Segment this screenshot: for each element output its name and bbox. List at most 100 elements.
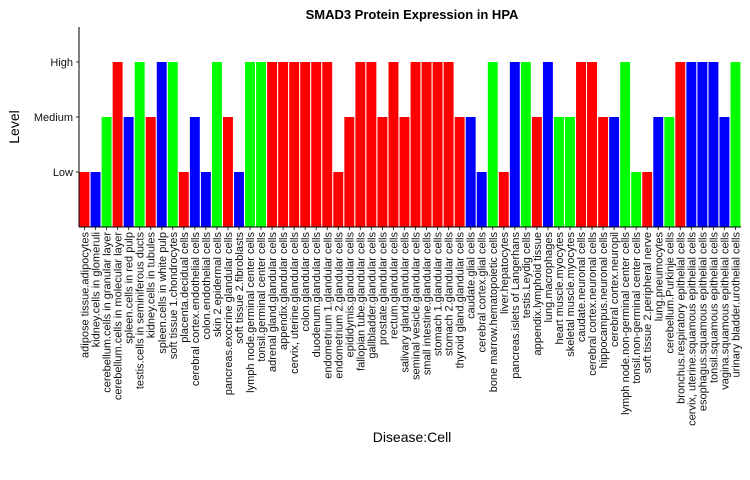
x-tick-label: cerebral cortex.glial cells xyxy=(477,232,489,353)
bar xyxy=(565,117,575,227)
bar xyxy=(542,62,553,227)
bar xyxy=(234,172,244,227)
axes-layer xyxy=(76,27,741,230)
bar xyxy=(531,117,542,227)
x-tick-label: spleen.cells in white pulp xyxy=(157,232,169,354)
bar xyxy=(664,117,675,227)
x-tick-label: small intestine.glandular cells xyxy=(422,232,434,376)
x-tick-label: vagina.squamous epithelial cells xyxy=(719,232,731,390)
bar xyxy=(267,62,278,227)
bar xyxy=(553,117,564,227)
bar xyxy=(399,117,410,227)
bar xyxy=(686,62,697,227)
bar xyxy=(697,62,708,227)
bar xyxy=(278,62,289,227)
x-tick-label: cervix, uterine.squamous epithelial cell… xyxy=(686,232,698,426)
x-tick-label: skin 2.epidermal cells xyxy=(212,232,224,338)
bar xyxy=(410,62,421,227)
bar xyxy=(388,62,399,227)
y-tick-label: Medium xyxy=(34,112,73,124)
bar xyxy=(598,117,609,227)
bar xyxy=(631,172,642,227)
bar xyxy=(421,62,432,227)
x-tick-label: epididymis.glandular cells xyxy=(344,232,356,358)
bar xyxy=(134,62,145,227)
x-tick-label: gallbladder.glandular cells xyxy=(366,232,378,359)
y-axis-title: Level xyxy=(6,110,22,143)
bar xyxy=(300,62,311,227)
bar xyxy=(123,117,134,227)
x-tick-label: soft tissue 2.fibroblasts xyxy=(234,232,246,344)
x-tick-label: bronchus.respiratory epithelial cells xyxy=(675,232,687,404)
bar xyxy=(178,172,189,227)
x-tick-label: liver.hepatocytes xyxy=(499,232,511,314)
x-tick-label: stomach 2.glandular cells xyxy=(444,232,456,357)
x-tick-label: caudate.neuronal cells xyxy=(576,232,588,343)
x-tick-label: duodenum.glandular cells xyxy=(311,232,323,358)
bar xyxy=(189,117,200,227)
bar xyxy=(256,62,267,227)
x-tick-label: tonsil.germinal center cells xyxy=(256,232,268,362)
x-tick-label: lymph node.non-germinal center cells xyxy=(620,232,632,415)
x-tick-label: spleen.cells in red pulp xyxy=(124,232,136,344)
x-tick-label: adrenal gland.glandular cells xyxy=(267,232,279,373)
bar xyxy=(498,172,509,227)
x-tick-label: salivary gland.glandular cells xyxy=(399,232,411,373)
bar xyxy=(465,117,476,227)
bar xyxy=(476,172,487,227)
bar xyxy=(653,117,664,227)
x-tick-label: appendix.glandular cells xyxy=(278,232,290,351)
bar xyxy=(509,62,520,227)
bar xyxy=(79,172,90,227)
x-tick-label: esophagus.squamous epithelial cells xyxy=(697,232,709,412)
y-tick-label: High xyxy=(50,57,73,69)
bar xyxy=(719,117,730,227)
x-tick-label: hippocampus.neuronal cells xyxy=(598,232,610,369)
x-tick-label: heart muscle.myocytes xyxy=(554,232,566,345)
x-tick-label: cerebral cortex.neuropil xyxy=(609,232,621,347)
x-tick-label: rectum.glandular cells xyxy=(388,232,400,339)
x-tick-label: endometrium 2.glandular cells xyxy=(333,232,345,379)
bar xyxy=(245,62,255,227)
bar xyxy=(200,172,211,227)
x-tick-label: testis.cells in seminiferous ducts xyxy=(135,232,147,390)
bar xyxy=(112,62,123,227)
x-tick-label: colon.endothelial cells xyxy=(201,232,213,340)
x-tick-label: pancreas.islets of Langerhans xyxy=(510,232,522,379)
x-tick-label: cervix, uterine.glandular cells xyxy=(289,232,301,374)
x-tick-label: adipose tissue.adipocytes xyxy=(80,232,92,358)
x-tick-label: pancreas.exocrine glandular cells xyxy=(223,232,235,396)
bar xyxy=(642,172,653,227)
x-tick-label: fallopian tube.glandular cells xyxy=(355,232,367,371)
x-tick-label: tonsil.non-germinal center cells xyxy=(631,232,643,384)
y-tick-label: Low xyxy=(53,167,73,179)
x-tick-labels: adipose tissue.adipocytes kidney.cells in… xyxy=(80,232,743,426)
x-tick-label: cerebellum.Purkinje cells xyxy=(664,232,676,354)
bar xyxy=(609,117,620,227)
bar xyxy=(366,62,377,227)
bar xyxy=(311,62,322,227)
x-tick-label: lymph node.germinal center cells xyxy=(245,232,257,393)
x-tick-label: cerebellum.cells in molecular layer xyxy=(113,232,125,400)
y-tick-labels: Low Medium High xyxy=(34,57,73,179)
bar xyxy=(289,62,300,227)
bar xyxy=(322,62,333,227)
x-tick-label: testis.Leydig cells xyxy=(521,232,533,319)
x-tick-label: stomach 1.glandular cells xyxy=(433,232,445,357)
x-tick-label: soft tissue 2.peripheral nerve xyxy=(642,232,654,373)
bar xyxy=(487,62,498,227)
bar xyxy=(620,62,631,227)
x-tick-label: colon.glandular cells xyxy=(300,232,312,332)
bar xyxy=(576,62,586,227)
x-tick-label: skeletal muscle.myocytes xyxy=(565,232,577,357)
bar xyxy=(333,172,344,227)
bar xyxy=(101,117,112,227)
x-tick-label: thyroid gland.glandular cells xyxy=(455,232,467,369)
chart-title: SMAD3 Protein Expression in HPA xyxy=(306,7,519,22)
bar xyxy=(355,62,366,227)
x-tick-label: bone marrow.hematopoietic cells xyxy=(488,232,500,393)
x-tick-label: tonsil.squamous epithelial cells xyxy=(708,232,720,384)
x-tick-label: cerebellum.cells in granular layer xyxy=(102,232,114,393)
